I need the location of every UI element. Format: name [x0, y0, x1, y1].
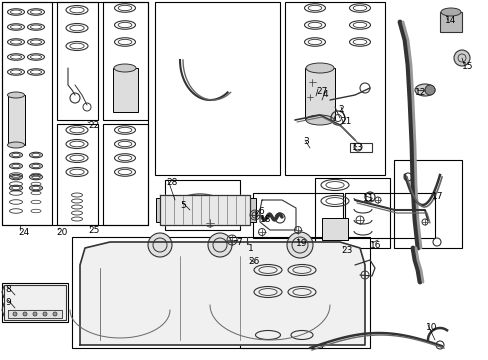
- Text: 27: 27: [315, 87, 326, 96]
- Polygon shape: [80, 242, 364, 345]
- Text: 26: 26: [247, 257, 259, 266]
- Circle shape: [286, 232, 312, 258]
- Bar: [393, 160, 461, 248]
- Circle shape: [148, 233, 172, 257]
- Bar: [103, 2, 148, 120]
- Bar: [156, 198, 160, 222]
- Text: 22: 22: [88, 121, 99, 130]
- Ellipse shape: [114, 64, 136, 72]
- Circle shape: [424, 85, 434, 95]
- Bar: [305, 68, 334, 120]
- Bar: [155, 2, 280, 175]
- Text: 5: 5: [180, 201, 185, 210]
- Text: 12: 12: [414, 88, 426, 97]
- Ellipse shape: [440, 8, 460, 16]
- Bar: [72, 237, 369, 348]
- Text: 10: 10: [425, 323, 437, 332]
- Text: 18: 18: [260, 215, 271, 224]
- Circle shape: [23, 312, 27, 316]
- Text: 3: 3: [303, 137, 308, 146]
- Text: 8: 8: [5, 285, 11, 294]
- Bar: [57, 124, 98, 225]
- Text: 21: 21: [339, 117, 351, 126]
- Text: 4: 4: [323, 90, 328, 99]
- Circle shape: [33, 312, 37, 316]
- Bar: [113, 68, 138, 112]
- Bar: [345, 193, 434, 238]
- Circle shape: [174, 204, 182, 212]
- Bar: [249, 198, 256, 222]
- Text: 16: 16: [369, 241, 381, 250]
- Bar: [103, 124, 148, 225]
- Circle shape: [218, 204, 225, 212]
- Bar: [2, 283, 68, 322]
- Text: 2: 2: [337, 105, 343, 114]
- Ellipse shape: [172, 194, 227, 222]
- Bar: [314, 178, 389, 248]
- Bar: [4, 285, 66, 320]
- Bar: [240, 260, 321, 348]
- Polygon shape: [160, 195, 249, 225]
- Circle shape: [13, 312, 17, 316]
- Text: 19: 19: [295, 239, 307, 248]
- Circle shape: [453, 50, 469, 66]
- Text: 23: 23: [340, 246, 352, 255]
- Bar: [349, 143, 371, 152]
- Text: 1: 1: [247, 244, 253, 253]
- Text: 28: 28: [165, 178, 177, 187]
- Text: 25: 25: [88, 226, 99, 235]
- Ellipse shape: [414, 84, 434, 96]
- Circle shape: [53, 312, 57, 316]
- Bar: [252, 193, 342, 238]
- Bar: [57, 2, 98, 120]
- Bar: [8, 95, 25, 145]
- Bar: [2, 2, 52, 225]
- Ellipse shape: [7, 92, 24, 98]
- Text: 14: 14: [444, 16, 455, 25]
- Bar: [2, 2, 148, 225]
- Bar: [285, 2, 384, 175]
- Polygon shape: [8, 310, 62, 318]
- Text: 15: 15: [461, 62, 472, 71]
- Ellipse shape: [305, 63, 333, 73]
- Bar: [439, 12, 461, 32]
- Bar: [321, 218, 347, 240]
- Text: 24: 24: [18, 228, 29, 237]
- Text: 7: 7: [236, 238, 241, 247]
- Text: 20: 20: [56, 228, 67, 237]
- Text: 11: 11: [362, 194, 374, 203]
- Text: 9: 9: [5, 298, 11, 307]
- Circle shape: [207, 233, 231, 257]
- Text: 17: 17: [431, 192, 443, 201]
- Circle shape: [43, 312, 47, 316]
- Ellipse shape: [305, 115, 333, 125]
- Text: 6: 6: [258, 207, 263, 216]
- Ellipse shape: [7, 142, 24, 148]
- Bar: [164, 180, 240, 230]
- Text: 13: 13: [351, 143, 363, 152]
